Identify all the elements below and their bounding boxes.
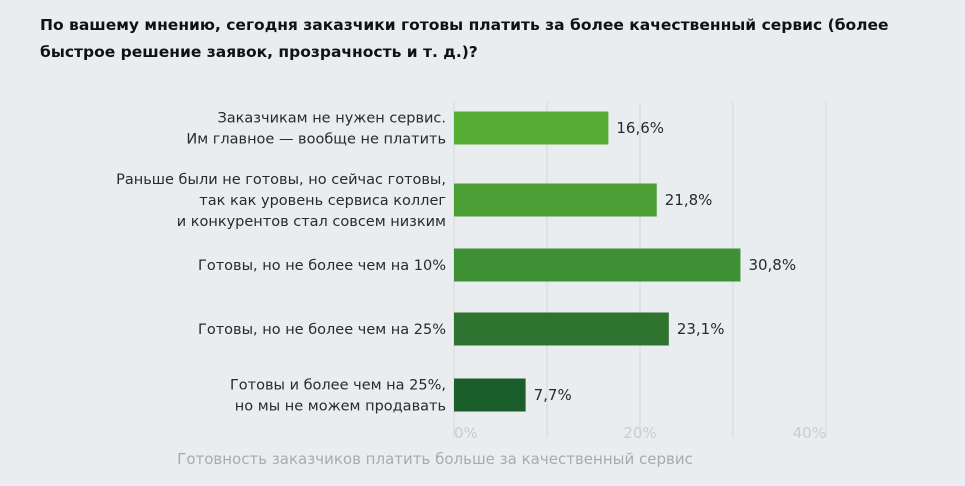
category-label: Готовы, но не более чем на 10% xyxy=(198,258,446,274)
bar xyxy=(454,111,609,145)
data-label: 30,8% xyxy=(748,256,796,274)
bar xyxy=(454,183,657,217)
x-tick-label: 40% xyxy=(793,424,826,442)
category-label: Раньше были не готовы, но сейчас готовы, xyxy=(116,172,446,188)
category-label: Им главное — вообще не платить xyxy=(186,132,446,148)
bar xyxy=(454,378,526,412)
category-label: и конкурентов стал совсем низким xyxy=(177,214,446,230)
x-tick-label: 0% xyxy=(454,424,478,442)
category-label: Заказчикам не нужен сервис. xyxy=(217,111,446,127)
category-label: так как уровень сервиса коллег xyxy=(199,193,446,209)
category-label: но мы не можем продавать xyxy=(235,399,446,415)
data-label: 16,6% xyxy=(616,119,664,137)
bar xyxy=(454,248,741,282)
bar xyxy=(454,312,669,346)
data-label: 23,1% xyxy=(677,320,725,338)
data-label: 7,7% xyxy=(534,386,572,404)
x-axis-label: Готовность заказчиков платить больше за … xyxy=(177,450,693,468)
category-label: Готовы и более чем на 25%, xyxy=(230,378,446,394)
x-tick-label: 20% xyxy=(623,424,656,442)
data-label: 21,8% xyxy=(665,191,713,209)
category-label: Готовы, но не более чем на 25% xyxy=(198,322,446,338)
chart-title: По вашему мнению, сегодня заказчики гото… xyxy=(40,16,889,61)
